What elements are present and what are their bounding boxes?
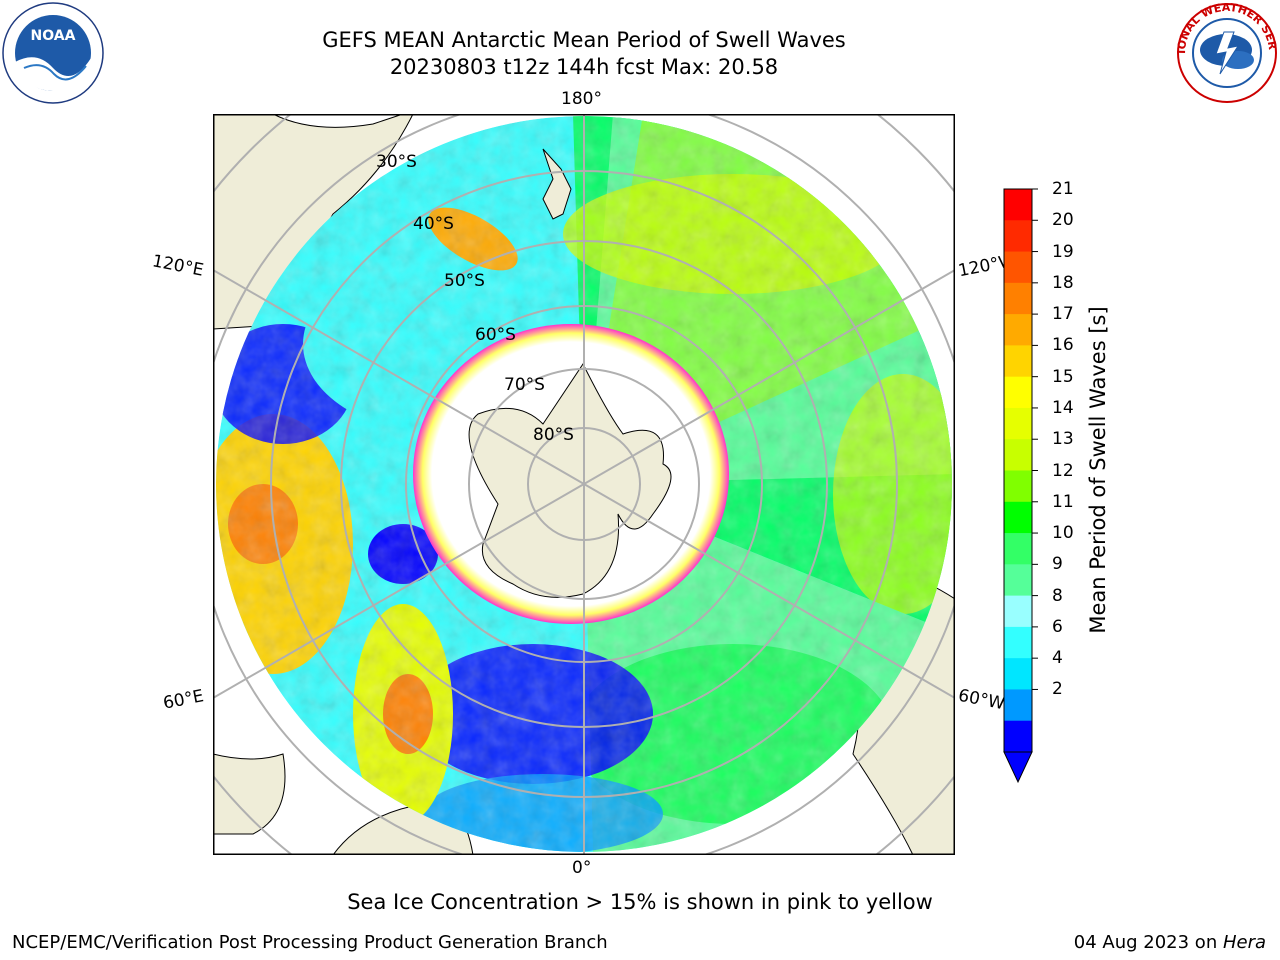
colorbar-swatch [1004, 720, 1032, 753]
colorbar-swatch [1004, 439, 1032, 471]
colorbar-tick-label: 19 [1052, 241, 1074, 262]
colorbar-tick-label: 16 [1052, 335, 1074, 356]
colorbar-tick-label: 15 [1052, 366, 1074, 387]
footer-machine: Hera [1222, 932, 1266, 953]
lon-label-180: 180° [561, 89, 602, 109]
colorbar-swatch [1004, 345, 1032, 378]
lon-label-120e: 120°E [150, 251, 206, 281]
colorbar-tick-label: 14 [1052, 397, 1074, 418]
colorbar-swatch [1004, 564, 1032, 597]
colorbar-tick-label: 2 [1052, 679, 1063, 700]
nws-logo: NATIONAL WEATHER SERVICE [1176, 2, 1278, 103]
colorbar-swatch [1004, 501, 1032, 534]
lon-label-0: 0° [572, 858, 592, 878]
colorbar-tick-label: 6 [1052, 616, 1063, 637]
lon-label-60e: 60°E [161, 686, 206, 714]
colorbar-swatch [1004, 220, 1032, 253]
lat-label-50s: 50°S [444, 271, 485, 291]
colorbar-extend-arrow [1003, 751, 1033, 784]
colorbar-swatch [1004, 189, 1032, 221]
polar-map [213, 114, 955, 855]
footer-org: NCEP/EMC/Verification Post Processing Pr… [12, 932, 608, 953]
colorbar-swatch [1004, 282, 1032, 315]
lat-label-80s: 80°S [533, 425, 574, 445]
footer-date-text: 04 Aug 2023 on [1073, 932, 1223, 953]
colorbar-tick-label: 21 [1052, 179, 1074, 199]
colorbar-swatch [1004, 470, 1032, 503]
colorbar-swatch [1004, 314, 1032, 346]
footer-date: 04 Aug 2023 on Hera [1074, 932, 1266, 953]
lat-label-70s: 70°S [504, 375, 545, 395]
colorbar-swatch [1004, 407, 1032, 440]
colorbar-tick-label: 18 [1052, 272, 1074, 293]
colorbar-swatch [1004, 533, 1032, 565]
colorbar-tick-label: 13 [1052, 429, 1074, 450]
lat-label-60s: 60°S [475, 325, 516, 345]
graticule [213, 114, 955, 855]
footnote: Sea Ice Concentration > 15% is shown in … [347, 890, 933, 914]
colorbar-tick-label: 17 [1052, 304, 1074, 325]
noaa-logo-text: NOAA [31, 28, 76, 44]
lat-label-30s: 30°S [376, 152, 417, 172]
colorbar-swatch [1004, 658, 1032, 690]
colorbar-tick-label: 9 [1052, 554, 1063, 575]
chart-subtitle: 20230803 t12z 144h fcst Max: 20.58 [389, 55, 779, 79]
colorbar-tick-label: 11 [1052, 491, 1074, 512]
colorbar-swatch [1004, 689, 1032, 722]
noaa-logo: NOAA [2, 2, 104, 104]
colorbar-title: Mean Period of Swell Waves [s] [1086, 306, 1110, 634]
colorbar [1003, 188, 1038, 784]
colorbar-swatch [1004, 376, 1032, 409]
colorbar-tick-label: 8 [1052, 585, 1063, 606]
colorbar-swatch [1004, 251, 1032, 284]
lat-label-40s: 40°S [413, 214, 454, 234]
colorbar-tick-label: 20 [1052, 210, 1074, 231]
colorbar-tick-label: 4 [1052, 648, 1063, 669]
chart-title: GEFS MEAN Antarctic Mean Period of Swell… [322, 28, 846, 52]
colorbar-tick-label: 12 [1052, 460, 1074, 481]
colorbar-swatch [1004, 626, 1032, 659]
colorbar-tick-label: 10 [1052, 523, 1074, 544]
colorbar-swatch [1004, 595, 1032, 628]
